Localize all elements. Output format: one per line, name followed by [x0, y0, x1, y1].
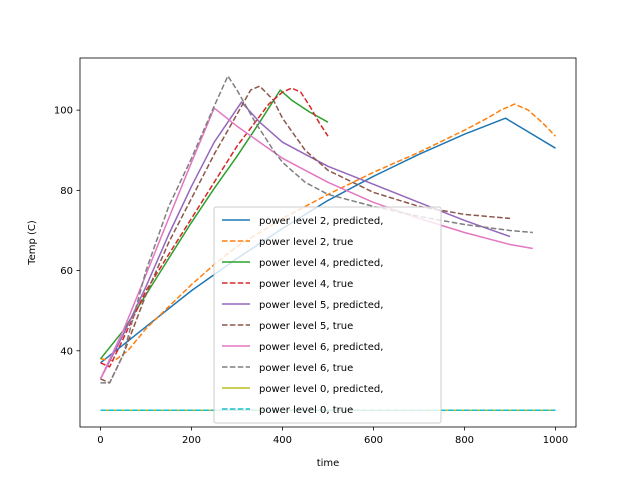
series-line-4 — [99, 101, 511, 380]
plot-frame — [79, 57, 577, 428]
legend-label: power level 6, predicted, — [259, 342, 383, 353]
series-line-6 — [99, 107, 533, 380]
x-tick-label: 400 — [273, 435, 292, 446]
x-tick-label: 0 — [97, 435, 103, 446]
x-tick-label: 800 — [455, 435, 474, 446]
legend-label: power level 2, true — [259, 237, 353, 248]
series-line-1 — [100, 103, 557, 362]
legend-label: power level 2, predicted, — [259, 216, 383, 227]
x-axis-label: time — [317, 458, 340, 469]
x-tick-label: 1000 — [543, 435, 568, 446]
legend-label: power level 5, true — [259, 321, 353, 332]
y-axis: 40 60 80 100 — [54, 106, 80, 357]
y-tick-label: 100 — [54, 106, 73, 117]
legend-label: power level 0, true — [259, 405, 353, 416]
legend-label: power level 0, predicted, — [259, 384, 383, 395]
series-line-7 — [100, 75, 533, 384]
legend-label: power level 5, predicted, — [259, 300, 383, 311]
y-tick-label: 80 — [60, 186, 73, 197]
x-axis: 0 200 400 600 800 1000 — [97, 427, 568, 446]
x-tick-label: 200 — [182, 435, 201, 446]
legend-label: power level 4, true — [259, 279, 353, 290]
series-layer — [99, 75, 557, 411]
legend: power level 2, predicted, power level 2, … — [213, 206, 442, 424]
y-tick-label: 40 — [60, 346, 73, 357]
legend-box — [213, 206, 442, 424]
y-tick-label: 60 — [60, 266, 73, 277]
series-line-2 — [99, 89, 329, 360]
y-axis-label: Temp (C) — [27, 220, 38, 266]
legend-label: power level 4, predicted, — [259, 258, 383, 269]
x-tick-label: 600 — [364, 435, 383, 446]
legend-label: power level 6, true — [259, 363, 353, 374]
series-line-5 — [100, 85, 511, 384]
